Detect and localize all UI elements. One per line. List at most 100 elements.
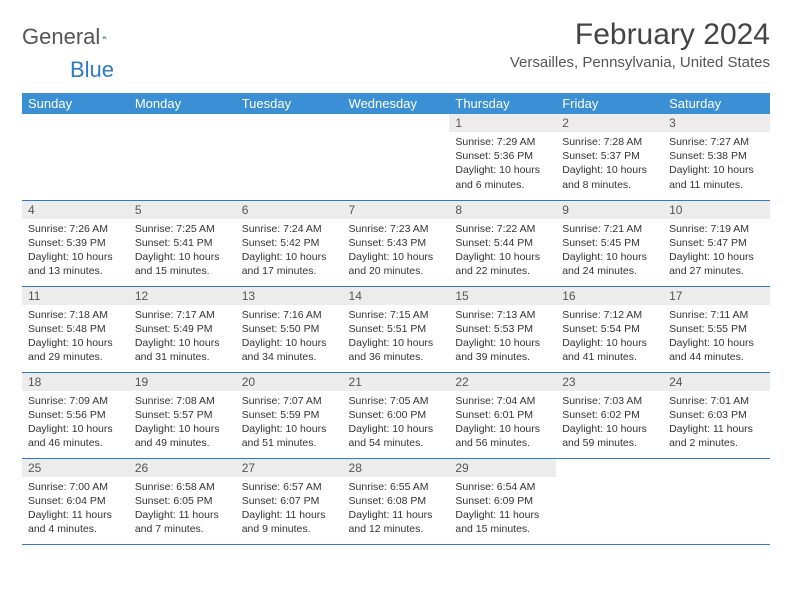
title-block: February 2024 Versailles, Pennsylvania, … (510, 18, 770, 71)
day-number: 28 (343, 459, 450, 477)
calendar-cell: 20Sunrise: 7:07 AMSunset: 5:59 PMDayligh… (236, 372, 343, 458)
weekday-header: Tuesday (236, 93, 343, 114)
calendar-cell: 9Sunrise: 7:21 AMSunset: 5:45 PMDaylight… (556, 200, 663, 286)
day-details: Sunrise: 7:27 AMSunset: 5:38 PMDaylight:… (663, 132, 770, 196)
day-number: 23 (556, 373, 663, 391)
calendar-cell: 8Sunrise: 7:22 AMSunset: 5:44 PMDaylight… (449, 200, 556, 286)
calendar-body: 1Sunrise: 7:29 AMSunset: 5:36 PMDaylight… (22, 114, 770, 544)
day-details: Sunrise: 7:15 AMSunset: 5:51 PMDaylight:… (343, 305, 450, 369)
day-number: 22 (449, 373, 556, 391)
calendar-cell: 17Sunrise: 7:11 AMSunset: 5:55 PMDayligh… (663, 286, 770, 372)
calendar-row: 25Sunrise: 7:00 AMSunset: 6:04 PMDayligh… (22, 458, 770, 544)
calendar-cell: 29Sunrise: 6:54 AMSunset: 6:09 PMDayligh… (449, 458, 556, 544)
calendar-cell: 15Sunrise: 7:13 AMSunset: 5:53 PMDayligh… (449, 286, 556, 372)
calendar-cell: 27Sunrise: 6:57 AMSunset: 6:07 PMDayligh… (236, 458, 343, 544)
day-number: 17 (663, 287, 770, 305)
day-number: 16 (556, 287, 663, 305)
day-number: 18 (22, 373, 129, 391)
day-number: 7 (343, 201, 450, 219)
day-details: Sunrise: 7:23 AMSunset: 5:43 PMDaylight:… (343, 219, 450, 283)
day-details: Sunrise: 7:21 AMSunset: 5:45 PMDaylight:… (556, 219, 663, 283)
day-number: 19 (129, 373, 236, 391)
day-details: Sunrise: 7:25 AMSunset: 5:41 PMDaylight:… (129, 219, 236, 283)
calendar-table: SundayMondayTuesdayWednesdayThursdayFrid… (22, 93, 770, 545)
day-number: 9 (556, 201, 663, 219)
day-number: 15 (449, 287, 556, 305)
calendar-row: 1Sunrise: 7:29 AMSunset: 5:36 PMDaylight… (22, 114, 770, 200)
location-text: Versailles, Pennsylvania, United States (510, 54, 770, 71)
day-details: Sunrise: 7:07 AMSunset: 5:59 PMDaylight:… (236, 391, 343, 455)
calendar-cell: 14Sunrise: 7:15 AMSunset: 5:51 PMDayligh… (343, 286, 450, 372)
calendar-cell: 2Sunrise: 7:28 AMSunset: 5:37 PMDaylight… (556, 114, 663, 200)
day-details: Sunrise: 7:13 AMSunset: 5:53 PMDaylight:… (449, 305, 556, 369)
day-number: 11 (22, 287, 129, 305)
calendar-row: 11Sunrise: 7:18 AMSunset: 5:48 PMDayligh… (22, 286, 770, 372)
day-number: 8 (449, 201, 556, 219)
day-number: 5 (129, 201, 236, 219)
day-details: Sunrise: 7:03 AMSunset: 6:02 PMDaylight:… (556, 391, 663, 455)
day-details: Sunrise: 7:19 AMSunset: 5:47 PMDaylight:… (663, 219, 770, 283)
calendar-cell: 22Sunrise: 7:04 AMSunset: 6:01 PMDayligh… (449, 372, 556, 458)
day-details: Sunrise: 6:57 AMSunset: 6:07 PMDaylight:… (236, 477, 343, 541)
day-details: Sunrise: 7:00 AMSunset: 6:04 PMDaylight:… (22, 477, 129, 541)
calendar-cell: 16Sunrise: 7:12 AMSunset: 5:54 PMDayligh… (556, 286, 663, 372)
day-details: Sunrise: 6:58 AMSunset: 6:05 PMDaylight:… (129, 477, 236, 541)
day-details: Sunrise: 7:05 AMSunset: 6:00 PMDaylight:… (343, 391, 450, 455)
logo: General (22, 24, 130, 50)
calendar-cell: 18Sunrise: 7:09 AMSunset: 5:56 PMDayligh… (22, 372, 129, 458)
calendar-cell: 21Sunrise: 7:05 AMSunset: 6:00 PMDayligh… (343, 372, 450, 458)
logo-text-general: General (22, 24, 100, 50)
calendar-cell: 11Sunrise: 7:18 AMSunset: 5:48 PMDayligh… (22, 286, 129, 372)
day-details: Sunrise: 7:29 AMSunset: 5:36 PMDaylight:… (449, 132, 556, 196)
sail-icon (102, 28, 107, 46)
calendar-cell: 26Sunrise: 6:58 AMSunset: 6:05 PMDayligh… (129, 458, 236, 544)
day-details: Sunrise: 7:12 AMSunset: 5:54 PMDaylight:… (556, 305, 663, 369)
calendar-cell: 7Sunrise: 7:23 AMSunset: 5:43 PMDaylight… (343, 200, 450, 286)
calendar-cell: 3Sunrise: 7:27 AMSunset: 5:38 PMDaylight… (663, 114, 770, 200)
calendar-cell: 6Sunrise: 7:24 AMSunset: 5:42 PMDaylight… (236, 200, 343, 286)
day-details: Sunrise: 7:11 AMSunset: 5:55 PMDaylight:… (663, 305, 770, 369)
day-details: Sunrise: 6:55 AMSunset: 6:08 PMDaylight:… (343, 477, 450, 541)
calendar-cell: 28Sunrise: 6:55 AMSunset: 6:08 PMDayligh… (343, 458, 450, 544)
month-title: February 2024 (510, 18, 770, 52)
day-number: 29 (449, 459, 556, 477)
calendar-cell: 10Sunrise: 7:19 AMSunset: 5:47 PMDayligh… (663, 200, 770, 286)
day-details: Sunrise: 6:54 AMSunset: 6:09 PMDaylight:… (449, 477, 556, 541)
day-details: Sunrise: 7:17 AMSunset: 5:49 PMDaylight:… (129, 305, 236, 369)
weekday-header: Monday (129, 93, 236, 114)
calendar-cell-empty (129, 114, 236, 200)
day-number: 14 (343, 287, 450, 305)
day-details: Sunrise: 7:24 AMSunset: 5:42 PMDaylight:… (236, 219, 343, 283)
calendar-cell: 1Sunrise: 7:29 AMSunset: 5:36 PMDaylight… (449, 114, 556, 200)
day-details: Sunrise: 7:04 AMSunset: 6:01 PMDaylight:… (449, 391, 556, 455)
logo-text-blue: Blue (70, 57, 114, 82)
calendar-cell-empty (22, 114, 129, 200)
day-details: Sunrise: 7:16 AMSunset: 5:50 PMDaylight:… (236, 305, 343, 369)
day-number: 21 (343, 373, 450, 391)
day-details: Sunrise: 7:01 AMSunset: 6:03 PMDaylight:… (663, 391, 770, 455)
calendar-cell: 4Sunrise: 7:26 AMSunset: 5:39 PMDaylight… (22, 200, 129, 286)
calendar-cell-empty (236, 114, 343, 200)
day-number: 4 (22, 201, 129, 219)
calendar-cell: 19Sunrise: 7:08 AMSunset: 5:57 PMDayligh… (129, 372, 236, 458)
calendar-cell: 24Sunrise: 7:01 AMSunset: 6:03 PMDayligh… (663, 372, 770, 458)
day-number: 12 (129, 287, 236, 305)
calendar-cell: 13Sunrise: 7:16 AMSunset: 5:50 PMDayligh… (236, 286, 343, 372)
day-details: Sunrise: 7:08 AMSunset: 5:57 PMDaylight:… (129, 391, 236, 455)
day-number: 27 (236, 459, 343, 477)
day-number: 1 (449, 114, 556, 132)
day-details: Sunrise: 7:22 AMSunset: 5:44 PMDaylight:… (449, 219, 556, 283)
day-number: 20 (236, 373, 343, 391)
day-number: 3 (663, 114, 770, 132)
day-number: 2 (556, 114, 663, 132)
calendar-cell: 25Sunrise: 7:00 AMSunset: 6:04 PMDayligh… (22, 458, 129, 544)
day-number: 26 (129, 459, 236, 477)
calendar-cell: 5Sunrise: 7:25 AMSunset: 5:41 PMDaylight… (129, 200, 236, 286)
day-details: Sunrise: 7:28 AMSunset: 5:37 PMDaylight:… (556, 132, 663, 196)
calendar-row: 4Sunrise: 7:26 AMSunset: 5:39 PMDaylight… (22, 200, 770, 286)
weekday-header: Thursday (449, 93, 556, 114)
calendar-cell-empty (343, 114, 450, 200)
calendar-header-row: SundayMondayTuesdayWednesdayThursdayFrid… (22, 93, 770, 114)
weekday-header: Wednesday (343, 93, 450, 114)
weekday-header: Friday (556, 93, 663, 114)
